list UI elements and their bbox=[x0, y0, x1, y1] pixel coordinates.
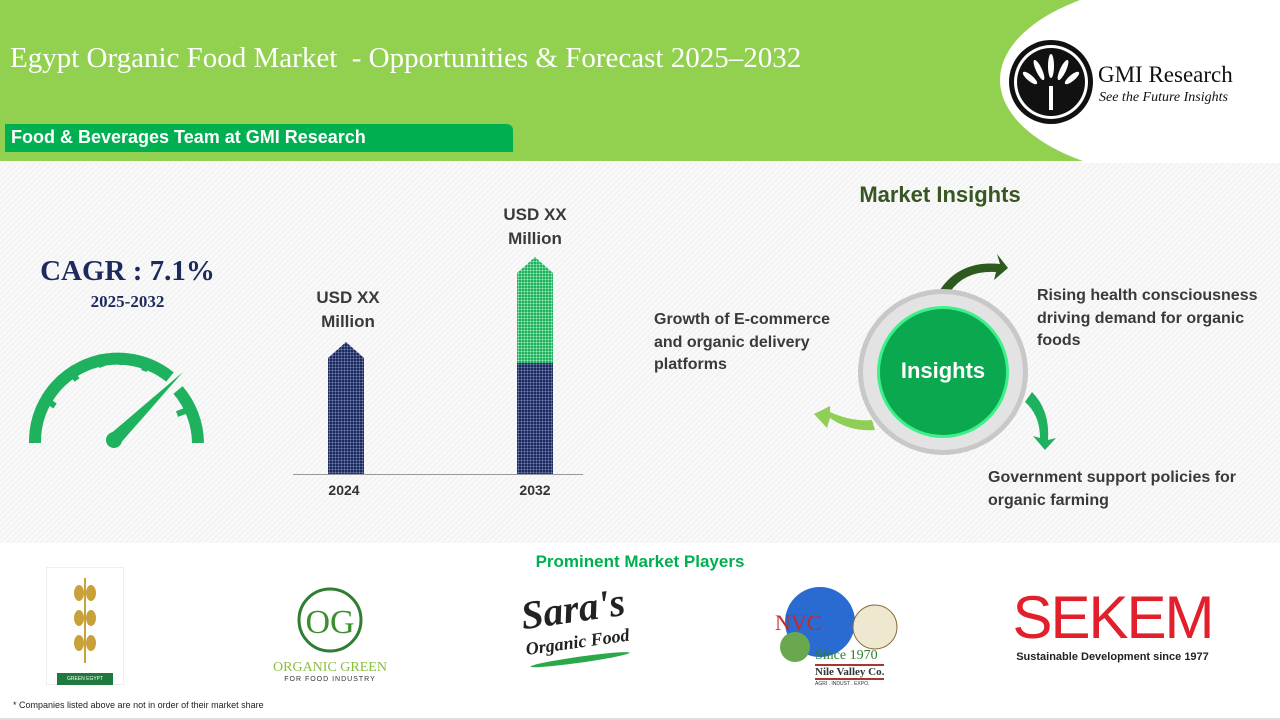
insights-center: Insights bbox=[900, 358, 986, 383]
content-area bbox=[0, 163, 1280, 543]
players-title: Prominent Market Players bbox=[535, 552, 745, 571]
logo-green-egypt: GREEN EGYPT bbox=[46, 567, 124, 685]
arrow-green-icon bbox=[1025, 392, 1056, 450]
bar-2032-base bbox=[517, 363, 553, 474]
page-title: Egypt Organic Food Market - Opportunitie… bbox=[10, 42, 802, 74]
gmi-logo-icon bbox=[1009, 40, 1093, 124]
year-2024: 2024 bbox=[328, 482, 360, 498]
logo-nvc: NVC Since 1970 Nile Valley Co. AGRI . IN… bbox=[765, 582, 915, 692]
arrow-dark-icon bbox=[940, 254, 1008, 292]
cagr-period: 2025-2032 bbox=[90, 292, 165, 311]
logo-tagline: See the Future Insights bbox=[1099, 90, 1228, 105]
speedometer-icon bbox=[28, 352, 204, 448]
bar-2024 bbox=[328, 342, 364, 474]
insight-government: Government support policies for organic … bbox=[988, 469, 1237, 509]
cagr-value: CAGR : 7.1% bbox=[40, 255, 215, 287]
insights-title: Market Insights bbox=[859, 182, 1021, 207]
svg-text:OG: OG bbox=[305, 604, 354, 641]
bar-2024-label: USD XX Million bbox=[316, 288, 380, 331]
year-2032: 2032 bbox=[519, 482, 551, 498]
wheat-icon bbox=[74, 578, 96, 663]
globe-icon bbox=[780, 587, 898, 662]
insight-ecommerce: Growth of E-commerce and organic deliver… bbox=[654, 311, 831, 373]
bar-2032-growth bbox=[517, 257, 553, 363]
arrow-light-icon bbox=[814, 406, 875, 431]
x-axis bbox=[293, 474, 583, 475]
logo-sekem: SEKEM Sustainable Development since 1977 bbox=[1012, 584, 1214, 664]
footnote: * Companies listed above are not in orde… bbox=[13, 700, 264, 710]
insight-health: Rising health consciousness driving dema… bbox=[1037, 287, 1258, 349]
bar-2032-label: USD XX Million bbox=[503, 205, 567, 248]
insights-diagram bbox=[814, 254, 1056, 455]
og-icon: OG bbox=[297, 587, 363, 653]
logo-organic-green: OG ORGANIC GREEN FOR FOOD INDUSTRY bbox=[260, 585, 400, 683]
players-section bbox=[0, 545, 1280, 720]
logo-name: GMI Research bbox=[1098, 62, 1233, 87]
team-banner: Food & Beverages Team at GMI Research bbox=[5, 124, 513, 152]
header: Egypt Organic Food Market - Opportunitie… bbox=[0, 0, 1280, 161]
